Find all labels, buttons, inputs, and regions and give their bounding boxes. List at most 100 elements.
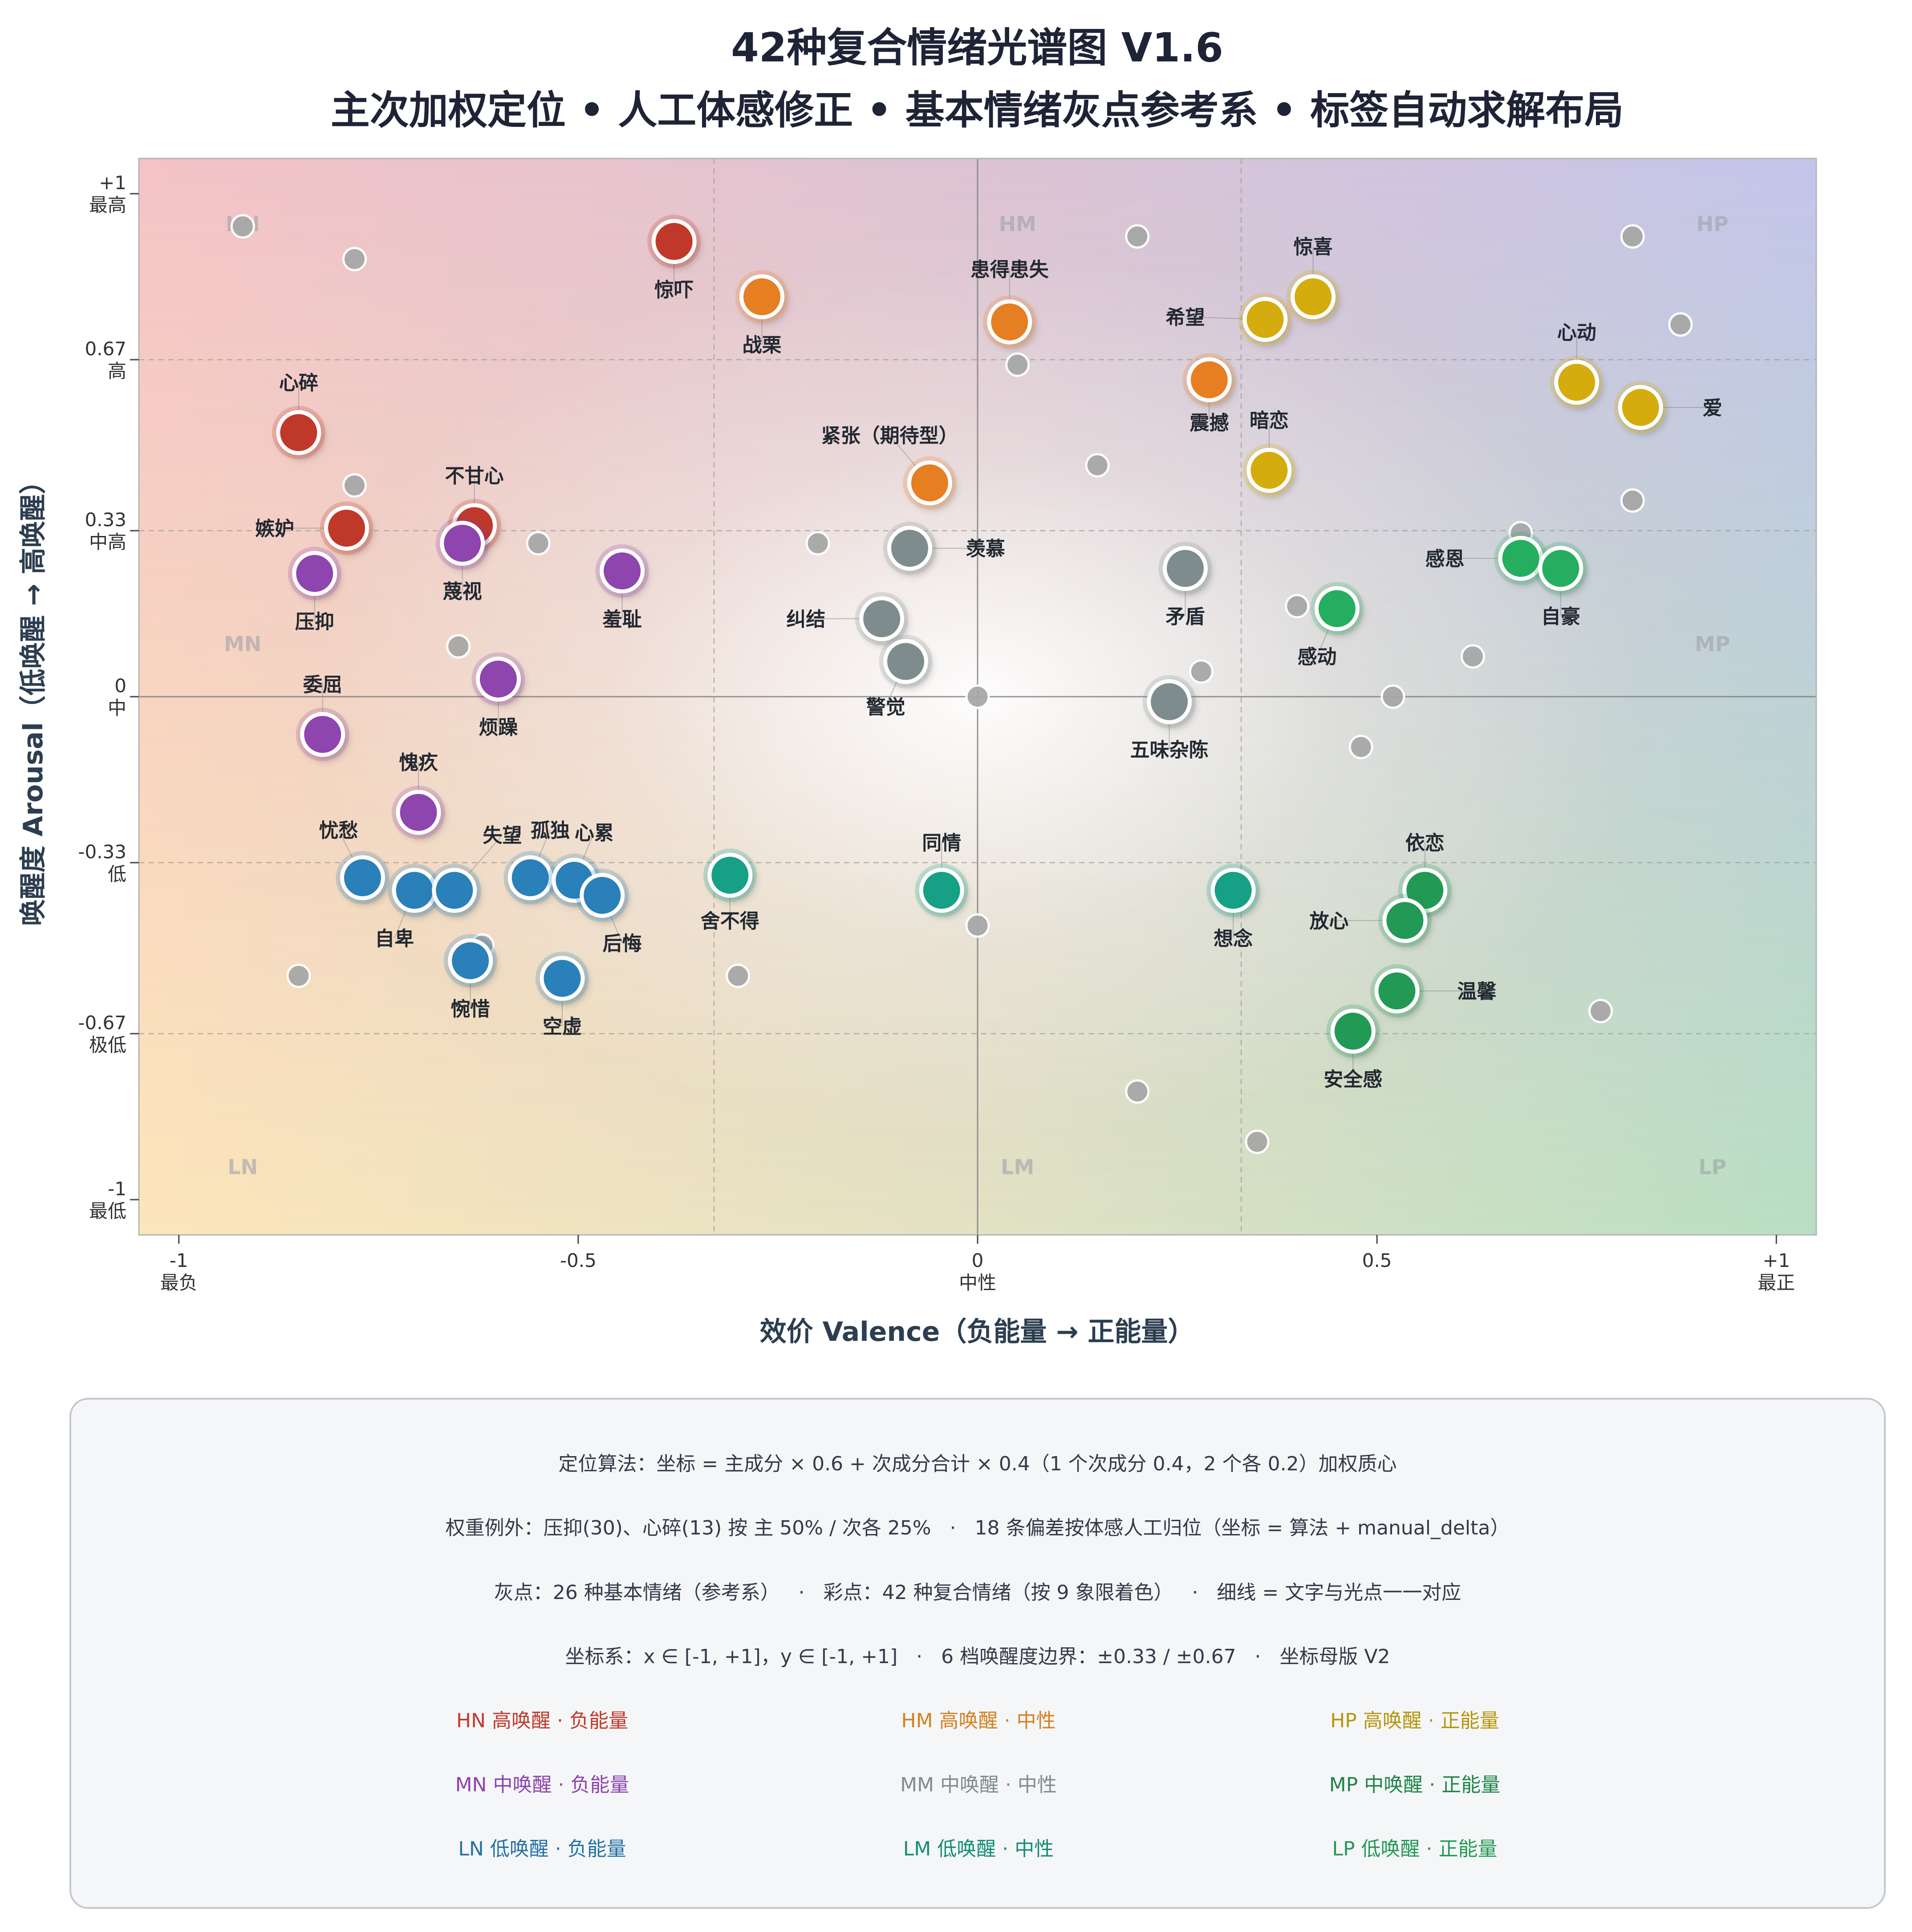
emotion-label: 矛盾 [1166, 605, 1205, 628]
y-tick-sublabel: 极低 [89, 1034, 126, 1056]
basic-emotion-point [1460, 644, 1485, 669]
emotion-label: 烦躁 [479, 716, 518, 739]
emotion-point-dot [987, 299, 1032, 345]
emotion-point-dot [1374, 968, 1420, 1014]
x-tick-label: -1 [170, 1250, 188, 1271]
emotion-label: 忧愁 [319, 819, 358, 842]
x-tick-label: +1 [1762, 1250, 1790, 1271]
emotion-point-dot [340, 855, 385, 901]
emotion-point [855, 592, 909, 645]
y-tick-sublabel: 最低 [89, 1200, 126, 1222]
emotion-label: 不甘心 [445, 465, 504, 487]
legend-zone-mp: MP 中唤醒 · 正能量 [1329, 1774, 1501, 1796]
emotion-point [336, 851, 390, 905]
zone-label-hp: HP [1697, 212, 1729, 236]
emotion-point-dot [540, 956, 585, 1001]
emotion-label: 暗恋 [1250, 410, 1289, 432]
basic-emotion-point [1005, 352, 1030, 377]
legend-zone-hp: HP 高唤醒 · 正能量 [1330, 1709, 1499, 1732]
emotion-point [443, 934, 497, 988]
emotion-label: 自卑 [375, 927, 414, 950]
zone-label-lp: LP [1698, 1155, 1726, 1179]
emotion-label: 舍不得 [701, 910, 759, 933]
emotion-point [982, 295, 1036, 349]
emotion-point-dot [580, 873, 625, 918]
emotion-point-dot [859, 596, 905, 641]
emotion-label: 自豪 [1541, 605, 1580, 628]
basic-emotion-point [1588, 998, 1613, 1023]
emotion-point [392, 785, 445, 839]
y-tick-sublabel: 最高 [89, 194, 126, 216]
x-tick-sublabel: 最负 [160, 1272, 198, 1294]
emotion-label: 安全感 [1323, 1068, 1382, 1091]
basic-emotion-point [1380, 684, 1405, 709]
emotion-point-dot [292, 551, 337, 596]
emotion-point-dot [651, 219, 697, 264]
basic-emotion-point [1668, 312, 1693, 337]
y-tick-label: -0.67 [78, 1012, 126, 1034]
basic-emotion-point [1285, 594, 1310, 619]
emotion-label: 后悔 [603, 933, 642, 955]
legend-zone-ln: LN 低唤醒 · 负能量 [458, 1838, 626, 1860]
emotion-point [272, 406, 325, 459]
emotion-spectrum-chart: 42种复合情绪光谱图 V1.6 主次加权定位 • 人工体感修正 • 基本情绪灰点… [18, 24, 1817, 1348]
emotion-point [1550, 355, 1603, 409]
emotion-label: 惊喜 [1294, 236, 1333, 259]
legend-zone-hm: HM 高唤醒 · 中性 [901, 1709, 1056, 1732]
emotion-label: 感恩 [1425, 548, 1465, 570]
emotion-point-dot [1314, 586, 1360, 631]
basic-emotion-point [1348, 735, 1373, 759]
emotion-point-dot [1291, 274, 1336, 320]
basic-emotion-point [965, 684, 990, 709]
emotion-point-dot [396, 790, 441, 835]
y-tick-label: -1 [108, 1178, 126, 1200]
basic-emotion-point [286, 963, 311, 988]
emotion-point-dot [1330, 1008, 1376, 1054]
emotion-point [735, 270, 789, 324]
emotion-point-dot [1163, 546, 1208, 591]
emotion-point-dot [507, 855, 553, 901]
emotion-point-dot [475, 656, 521, 702]
emotion-label: 希望 [1166, 306, 1205, 329]
y-tick-label: +1 [99, 172, 126, 194]
emotion-point-dot [883, 639, 929, 684]
emotion-label: 惋惜 [451, 998, 490, 1021]
emotion-point-dot [1618, 385, 1663, 430]
emotion-label: 羡慕 [966, 538, 1005, 560]
emotion-point [647, 215, 701, 268]
y-tick-label: 0 [114, 675, 126, 697]
x-tick-sublabel: 最正 [1758, 1272, 1795, 1294]
emotion-point [388, 864, 442, 917]
emotion-point [1206, 864, 1260, 917]
x-axis-label: 效价 Valence（负能量 → 正能量） [760, 1316, 1195, 1348]
emotion-point [1238, 292, 1292, 346]
emotion-label: 依恋 [1405, 832, 1445, 855]
basic-emotion-point [1125, 224, 1150, 249]
legend-line-algorithm: 定位算法：坐标 = 主成分 × 0.6 + 次成分合计 × 0.4（1 个次成分… [558, 1453, 1397, 1475]
emotion-point-dot [739, 274, 785, 320]
y-axis-label: 唤醒度 Arousal（低唤醒 → 高唤醒） [18, 467, 49, 926]
emotion-point-dot [907, 460, 952, 506]
emotion-point [1370, 964, 1424, 1018]
emotion-label: 心动 [1557, 321, 1596, 344]
emotion-label: 压抑 [295, 611, 334, 633]
emotion-point-dot [432, 868, 477, 913]
emotion-point-dot [276, 410, 321, 455]
emotion-point [1534, 541, 1587, 595]
emotion-label: 委屈 [303, 674, 342, 696]
basic-emotion-point [1620, 224, 1645, 249]
emotion-point [288, 547, 341, 601]
legend-zone-lp: LP 低唤醒 · 正能量 [1332, 1838, 1498, 1860]
emotion-point-dot [440, 520, 485, 566]
emotion-point-dot [1242, 297, 1288, 342]
emotion-point-dot [1147, 679, 1192, 724]
emotion-label: 心碎 [279, 372, 318, 394]
zone-label-ln: LN [227, 1155, 258, 1179]
basic-emotion-point [526, 531, 551, 556]
emotion-label: 失望 [483, 824, 522, 847]
emotion-point-dot [1246, 448, 1292, 493]
legend-zone-mn: MN 中唤醒 · 负能量 [455, 1774, 629, 1796]
emotion-point [1326, 1004, 1380, 1058]
emotion-label: 感动 [1298, 646, 1337, 669]
emotion-label: 紧张（期待型） [821, 424, 958, 447]
